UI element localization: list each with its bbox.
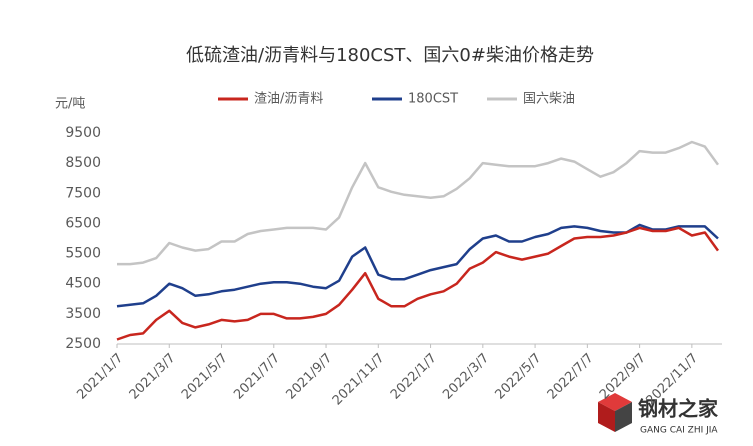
chart-title: 低硫渣油/沥青料与180CST、国六0#柴油价格走势 <box>186 45 594 66</box>
x-tick-label: 2022/7/7 <box>545 351 597 403</box>
series-line <box>116 226 720 341</box>
y-axis-label: 元/吨 <box>55 97 85 112</box>
series-line <box>116 223 719 308</box>
logo-right <box>615 402 632 432</box>
watermark: 钢材之家 GANG CAI ZHI JIA <box>598 393 719 436</box>
x-tick-label: 2021/7/7 <box>231 351 283 403</box>
x-tick-label: 2022/1/7 <box>388 351 440 403</box>
legend-label: 渣油/沥青料 <box>254 92 323 107</box>
y-tick-label: 3500 <box>65 306 101 322</box>
y-tick-label: 8500 <box>65 155 101 171</box>
x-tick-label: 2021/3/7 <box>127 351 179 403</box>
y-tick-label: 2500 <box>65 336 101 352</box>
logo-pinyin: GANG CAI ZHI JIA <box>640 426 718 436</box>
y-tick-label: 5500 <box>65 246 101 262</box>
y-tick-label: 6500 <box>65 215 101 231</box>
x-tick-label: 2021/5/7 <box>179 351 231 403</box>
legend-label: 国六柴油 <box>523 92 575 107</box>
x-tick-label: 2022/5/7 <box>492 351 544 403</box>
logo-left <box>598 402 615 432</box>
logo-name: 钢材之家 <box>638 397 719 421</box>
x-tick-label: 2022/3/7 <box>440 351 492 403</box>
series-line <box>117 140 720 266</box>
x-tick-label: 2021/9/7 <box>283 351 335 403</box>
y-tick-label: 7500 <box>65 185 101 201</box>
y-tick-label: 9500 <box>65 125 101 141</box>
x-tick-label: 2022/9/7 <box>597 351 649 403</box>
x-tick-label: 2021/1/7 <box>74 351 126 403</box>
x-tick-label: 2021/11/7 <box>330 351 388 409</box>
legend-label: 180CST <box>408 92 458 107</box>
y-tick-label: 4500 <box>65 276 101 292</box>
